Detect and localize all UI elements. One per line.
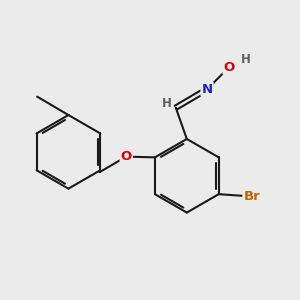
Text: Br: Br [243,190,260,202]
Text: O: O [121,150,132,163]
Text: H: H [162,98,172,110]
Text: H: H [241,53,250,66]
Text: N: N [202,83,213,96]
Text: O: O [224,61,235,74]
